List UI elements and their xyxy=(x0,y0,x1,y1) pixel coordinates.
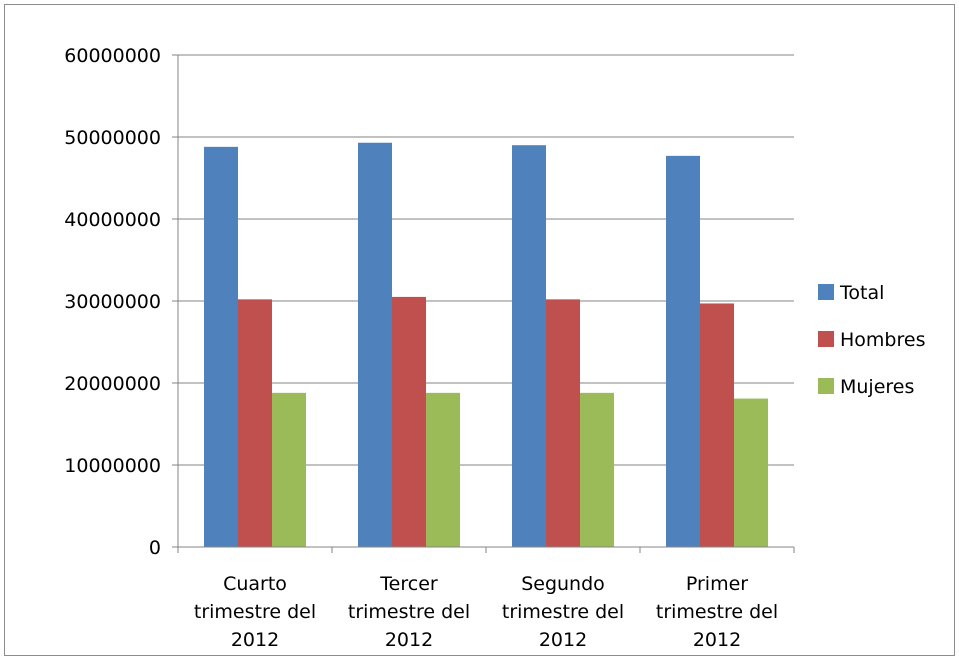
x-category-label: 2012 xyxy=(231,629,279,651)
x-category-label: 2012 xyxy=(693,629,741,651)
axes xyxy=(177,55,795,553)
x-category-label: 2012 xyxy=(539,629,587,651)
bar-hombres-3 xyxy=(546,299,580,547)
x-category-label: trimestre del xyxy=(194,601,316,623)
y-axis-ticks: 0 10000000 20000000 30000000 40000000 5000000… xyxy=(64,45,178,559)
bar-hombres-4 xyxy=(700,303,734,547)
x-category-label: trimestre del xyxy=(502,601,624,623)
legend-label-total: Total xyxy=(839,282,884,304)
y-tick-label: 40000000 xyxy=(64,209,161,231)
legend-swatch-hombres xyxy=(818,331,834,347)
legend-label-hombres: Hombres xyxy=(840,329,925,351)
bar-mujeres-1 xyxy=(272,392,306,547)
y-tick-label: 60000000 xyxy=(64,45,161,67)
bar-mujeres-2 xyxy=(426,392,460,547)
legend-label-mujeres: Mujeres xyxy=(840,376,914,398)
y-tick-label: 0 xyxy=(149,537,161,559)
bar-total-3 xyxy=(512,145,546,547)
x-category-label: Tercer xyxy=(379,573,438,595)
y-tick-label: 10000000 xyxy=(64,455,161,477)
legend: Total Hombres Mujeres xyxy=(818,282,925,398)
bars xyxy=(204,142,768,548)
bar-total-2 xyxy=(358,142,392,548)
y-tick-label: 20000000 xyxy=(64,373,161,395)
x-category-label: 2012 xyxy=(385,629,433,651)
bar-mujeres-4 xyxy=(734,398,768,547)
legend-swatch-mujeres xyxy=(818,378,834,394)
bar-hombres-1 xyxy=(238,299,272,547)
bar-mujeres-3 xyxy=(580,392,614,547)
x-category-label: Segundo xyxy=(521,573,605,595)
x-category-label: trimestre del xyxy=(348,601,470,623)
bar-total-4 xyxy=(666,155,700,548)
x-category-label: Cuarto xyxy=(223,573,287,595)
x-category-label: Primer xyxy=(686,573,748,595)
bar-hombres-2 xyxy=(392,296,426,547)
x-axis-categories: Cuarto trimestre del 2012 Tercer trimestre d… xyxy=(194,573,778,651)
y-tick-label: 30000000 xyxy=(64,291,161,313)
bar-total-1 xyxy=(204,146,238,547)
x-category-label: trimestre del xyxy=(656,601,778,623)
y-tick-label: 50000000 xyxy=(64,127,161,149)
legend-swatch-total xyxy=(818,284,834,300)
